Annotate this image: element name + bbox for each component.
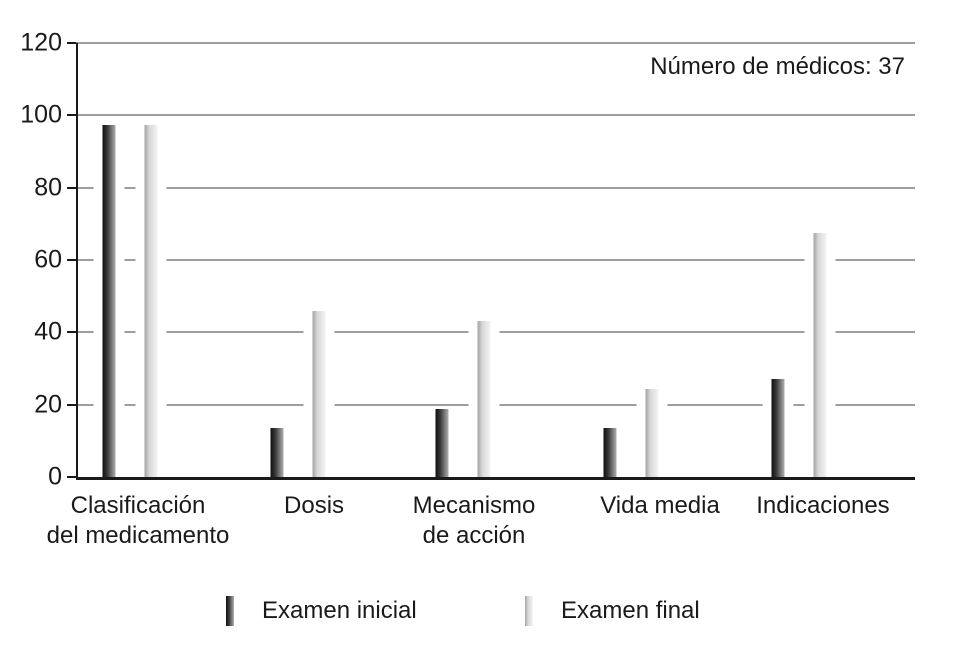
legend-label-examen-inicial: Examen inicial	[262, 597, 417, 624]
bar-examen-final-indicaciones	[804, 232, 836, 477]
y-tick-80	[67, 186, 76, 189]
y-axis: 0 20 40 60 80 100 120	[0, 30, 64, 489]
bar-group-clasificacion-del-medicamento	[93, 125, 167, 477]
x-label-line: Indicaciones	[756, 492, 890, 519]
x-label-clasificacion-del-medicamento: Clasificación del medicamento	[47, 491, 230, 551]
examen-final-swatch-icon	[525, 596, 533, 626]
x-label-line: de acción	[422, 522, 526, 549]
y-tick-label-80: 80	[34, 173, 62, 202]
x-label-vida-media: Vida media	[600, 491, 720, 521]
bar-group-dosis	[261, 311, 335, 477]
gridline-120	[76, 42, 915, 44]
x-label-line: Clasificación	[70, 492, 206, 519]
annotation-numero-de-medicos: Número de médicos: 37	[650, 53, 905, 80]
y-tick-40	[67, 331, 76, 334]
bar-examen-inicial-vida-media	[594, 428, 626, 477]
y-tick-label-20: 20	[34, 390, 62, 419]
legend-item-examen-final: Examen final	[525, 596, 700, 626]
bar-group-mecanismo-de-accion	[426, 320, 500, 477]
x-label-line: Mecanismo	[412, 492, 536, 519]
x-label-line: del medicamento	[46, 522, 230, 549]
x-label-dosis: Dosis	[284, 491, 344, 521]
y-tick-label-100: 100	[20, 100, 62, 129]
y-tick-label-120: 120	[20, 28, 62, 57]
x-label-line: Dosis	[284, 492, 345, 519]
y-tick-20	[67, 403, 76, 406]
gridline-100	[76, 114, 915, 117]
y-tick-120	[67, 42, 76, 44]
bar-examen-final-vida-media	[636, 389, 668, 477]
bar-examen-final-mecanismo-de-accion	[468, 320, 500, 477]
y-axis-line	[76, 43, 78, 477]
y-tick-60	[67, 259, 76, 261]
y-tick-label-0: 0	[48, 462, 62, 491]
gridline-60	[76, 259, 915, 261]
y-tick-label-60: 60	[34, 245, 62, 274]
bar-examen-inicial-dosis	[261, 428, 293, 477]
plot-area: Número de médicos: 37	[67, 42, 915, 480]
x-label-indicaciones: Indicaciones	[756, 491, 889, 521]
x-axis-line	[76, 477, 915, 480]
y-tick-0	[67, 476, 76, 478]
legend: Examen inicial Examen final	[0, 596, 966, 636]
x-axis-labels: Clasificación del medicamento Dosis Mecanis…	[47, 491, 915, 561]
legend-item-examen-inicial: Examen inicial	[226, 596, 417, 626]
bar-examen-inicial-clasificacion-del-medicamento	[93, 125, 125, 477]
bar-examen-final-dosis	[303, 311, 335, 477]
bar-examen-final-clasificacion-del-medicamento	[135, 125, 167, 477]
bar-group-indicaciones	[762, 232, 836, 477]
x-label-line: Vida media	[600, 492, 720, 519]
bar-examen-inicial-mecanismo-de-accion	[426, 408, 458, 477]
gridline-80	[76, 186, 915, 189]
x-label-mecanismo-de-accion: Mecanismo de acción	[413, 491, 536, 551]
bar-group-vida-media	[594, 389, 668, 477]
y-tick-label-40: 40	[34, 317, 62, 346]
bar-examen-inicial-indicaciones	[762, 379, 794, 477]
legend-label-examen-final: Examen final	[561, 597, 700, 624]
examen-inicial-swatch-icon	[226, 596, 234, 626]
y-tick-100	[67, 114, 76, 117]
